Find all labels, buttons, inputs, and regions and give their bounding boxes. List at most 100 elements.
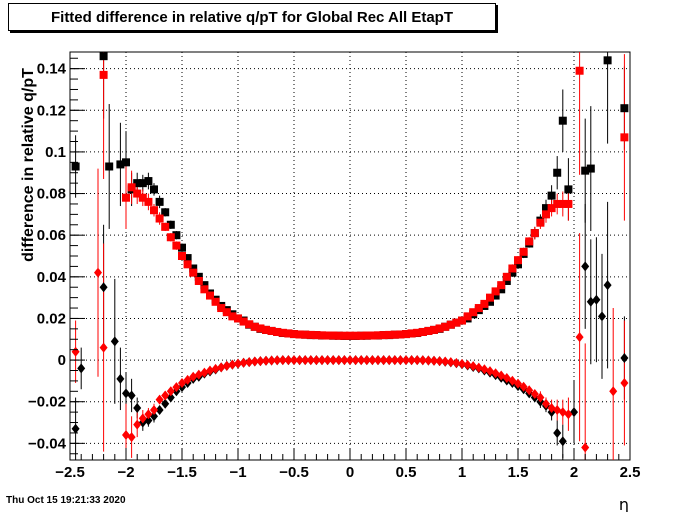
y-tick-label: 0.02: [37, 310, 66, 327]
square-marker: [620, 133, 629, 142]
diamond-marker: [116, 373, 125, 384]
square-marker: [547, 204, 556, 213]
y-tick-label: 0.06: [37, 227, 66, 244]
square-marker: [564, 185, 573, 194]
square-marker: [542, 204, 550, 213]
x-tick-label: 0: [346, 464, 354, 481]
diamond-marker: [206, 365, 214, 376]
square-marker: [206, 291, 214, 300]
diamond-marker: [514, 378, 522, 389]
square-marker: [480, 299, 489, 308]
square-marker: [486, 297, 494, 306]
diamond-marker: [245, 357, 254, 368]
square-marker: [155, 197, 164, 206]
diamond-marker: [575, 332, 584, 343]
diamond-marker: [463, 359, 472, 370]
diamond-marker: [329, 355, 338, 366]
square-marker: [161, 208, 170, 217]
diamond-marker: [396, 355, 405, 366]
x-tick-label: −1: [229, 464, 246, 481]
diamond-marker: [323, 355, 332, 366]
x-tick-label: 1.5: [508, 464, 529, 481]
x-axis-label: η: [619, 495, 629, 512]
square-marker: [301, 330, 310, 339]
square-marker: [166, 220, 175, 229]
square-marker: [368, 331, 377, 340]
square-marker: [99, 52, 108, 61]
square-marker: [144, 177, 153, 186]
diamond-marker: [357, 355, 366, 366]
square-marker: [290, 330, 298, 339]
square-marker: [150, 206, 158, 215]
diamond-marker: [99, 342, 108, 353]
square-marker: [178, 252, 186, 260]
x-tick-label: −2.5: [55, 464, 85, 481]
square-marker: [474, 304, 483, 313]
square-marker: [183, 260, 192, 269]
y-tick-label: 0.08: [37, 186, 66, 203]
chart-title: Fitted difference in relative q/pT for G…: [50, 9, 453, 26]
square-marker: [558, 116, 567, 125]
square-marker: [430, 325, 438, 334]
square-marker: [340, 331, 349, 340]
square-marker: [502, 272, 511, 281]
x-tick-label: 2: [570, 464, 578, 481]
diamond-marker: [480, 364, 489, 375]
square-marker: [273, 327, 282, 336]
square-marker: [346, 331, 354, 340]
square-marker: [172, 231, 181, 240]
diamond-marker: [144, 409, 153, 420]
diamond-marker: [553, 427, 562, 438]
square-marker: [491, 291, 500, 300]
square-marker: [525, 237, 534, 246]
diamond-marker: [340, 355, 349, 366]
diamond-marker: [77, 363, 86, 374]
diamond-marker: [435, 356, 444, 367]
square-marker: [250, 322, 259, 331]
x-tick-label: 0.5: [396, 464, 417, 481]
square-marker: [234, 314, 242, 323]
diamond-marker: [530, 389, 539, 400]
square-marker: [189, 268, 198, 277]
diamond-marker: [374, 355, 382, 366]
timestamp: Thu Oct 15 19:21:33 2020: [6, 495, 126, 506]
diamond-marker: [525, 385, 534, 396]
square-marker: [161, 222, 170, 231]
square-marker: [542, 210, 550, 219]
y-tick-label: 0.14: [37, 61, 67, 78]
square-marker: [189, 264, 198, 273]
square-marker: [536, 218, 545, 227]
diamond-marker: [351, 355, 360, 366]
square-marker: [463, 312, 472, 321]
square-marker: [558, 199, 567, 208]
square-marker: [306, 330, 315, 339]
square-marker: [469, 308, 478, 317]
square-marker: [374, 331, 382, 340]
diamond-marker: [418, 355, 427, 366]
diamond-marker: [441, 356, 450, 367]
diamond-marker: [94, 267, 102, 278]
tick-labels: −2.5 −2 −1.5 −1 −0.5 0 0.5 1 1.5 2 2.5 −0.04 −0.02 0 0…: [28, 61, 640, 481]
square-marker: [396, 330, 405, 339]
square-marker: [530, 229, 539, 238]
square-marker: [620, 104, 629, 113]
square-marker: [194, 276, 203, 285]
diamond-marker: [542, 398, 550, 409]
diamond-marker: [183, 374, 192, 385]
diamond-marker: [362, 355, 371, 366]
diamond-marker: [312, 355, 321, 366]
square-marker: [155, 214, 164, 223]
diamond-marker: [379, 355, 388, 366]
square-marker: [172, 241, 181, 250]
square-marker: [385, 330, 394, 339]
diamond-marker: [278, 355, 287, 366]
square-marker: [200, 281, 209, 290]
diamond-marker: [385, 355, 394, 366]
x-tick-label: −1.5: [167, 464, 197, 481]
diamond-marker: [284, 355, 293, 366]
square-marker: [379, 331, 388, 340]
diamond-marker: [256, 356, 265, 367]
square-marker: [486, 293, 494, 302]
y-tick-label: 0.12: [37, 102, 66, 119]
square-marker: [267, 326, 276, 335]
